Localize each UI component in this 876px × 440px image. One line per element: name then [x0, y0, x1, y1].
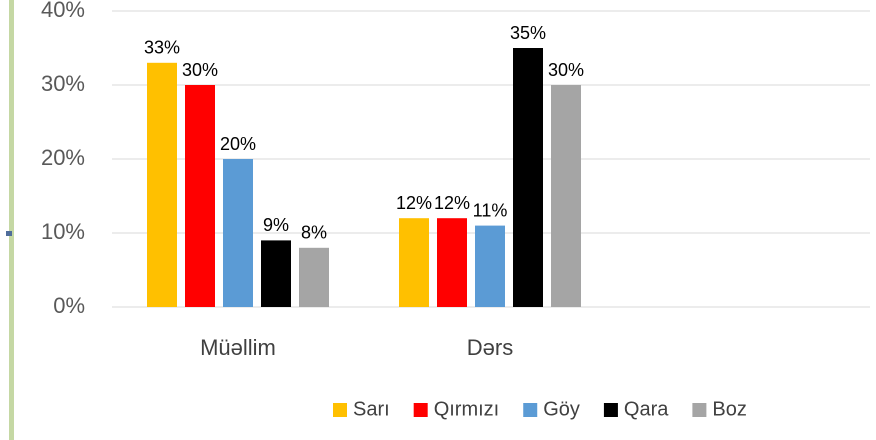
data-label: 30% — [182, 60, 218, 80]
bar — [475, 225, 505, 307]
y-tick-label: 40% — [41, 0, 85, 22]
bar — [399, 218, 429, 307]
legend-swatch — [523, 403, 538, 417]
legend-swatch — [603, 403, 618, 417]
bar — [551, 85, 581, 307]
data-label: 12% — [396, 193, 432, 213]
bar — [223, 159, 253, 307]
bar — [299, 247, 329, 307]
bar — [147, 62, 177, 307]
legend-swatch — [692, 403, 707, 417]
y-tick-label: 20% — [41, 145, 85, 170]
y-tick-label: 0% — [53, 293, 85, 318]
data-label: 33% — [144, 38, 180, 58]
legend-label: Sarı — [353, 398, 390, 420]
y-tick-label: 10% — [41, 219, 85, 244]
data-label: 11% — [473, 200, 508, 220]
left-strip — [9, 0, 14, 440]
y-tick-label: 30% — [41, 71, 85, 96]
bar — [513, 48, 543, 307]
legend-label: Göy — [543, 398, 580, 420]
legend-swatch — [413, 403, 428, 417]
bar — [437, 218, 467, 307]
x-tick-label: Dərs — [467, 335, 513, 360]
data-label: 12% — [434, 193, 470, 213]
left-marker — [6, 231, 12, 236]
x-tick-label: Müəllim — [200, 335, 276, 360]
bar — [185, 85, 215, 307]
bar — [261, 240, 291, 307]
legend-label: Qırmızı — [434, 398, 500, 420]
legend-label: Boz — [712, 398, 746, 420]
legend-label: Qara — [624, 398, 669, 420]
data-label: 8% — [301, 223, 327, 243]
legend-swatch — [333, 403, 347, 417]
data-label: 20% — [220, 134, 256, 154]
data-label: 30% — [548, 60, 584, 80]
data-label: 35% — [510, 23, 546, 43]
data-label: 9% — [263, 215, 289, 235]
